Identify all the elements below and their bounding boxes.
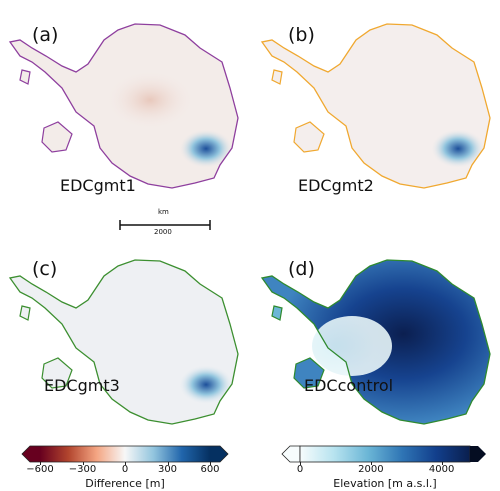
colorbar-elev-extend-low (281, 445, 301, 463)
tick-label: −600 (26, 464, 54, 475)
colorbar-elev-extend-high (470, 446, 486, 462)
colorbar-extend-high (210, 446, 228, 462)
tick-label: 2000 (358, 464, 384, 475)
panel-d: (d) EDCcontrol (252, 236, 500, 446)
run-label-b: EDCgmt2 (298, 176, 374, 195)
tick-label: 600 (200, 464, 220, 475)
panel-letter-c: (c) (32, 258, 58, 280)
panel-c: (c) EDCgmt3 (0, 236, 250, 446)
colorbar-difference-ramp (40, 446, 210, 462)
scale-bar: km 2000 (118, 208, 214, 238)
panel-b: (b) EDCgmt2 (252, 0, 500, 210)
tick-label: −300 (68, 464, 97, 475)
tick-label: 0 (296, 464, 304, 475)
scale-bar-length: 2000 (154, 228, 172, 236)
cold-anomaly-a (10, 24, 238, 188)
ice-shelf-d (312, 316, 392, 376)
panel-a: (a) EDCgmt1 (0, 0, 250, 210)
panel-letter-d: (d) (288, 258, 315, 280)
map-a (9, 23, 239, 189)
tick-label: 0 (121, 464, 129, 475)
run-label-c: EDCgmt3 (44, 376, 120, 395)
colorbar-difference-title: Difference [m] (85, 477, 165, 490)
panel-letter-b: (b) (288, 24, 315, 46)
tick-label: 300 (157, 464, 178, 475)
colorbar-extend-low (22, 446, 40, 462)
colorbar-difference: −600 −300 0 300 600 Difference [m] (20, 444, 250, 491)
colorbar-elevation: 0 2000 4000 Elevation [m a.s.l.] (278, 444, 500, 491)
map-d (261, 259, 491, 425)
cold-anomaly-b (262, 24, 490, 188)
run-label-a: EDCgmt1 (60, 176, 136, 195)
scale-bar-unit: km (158, 208, 169, 216)
colorbar-elevation-ramp (299, 445, 471, 463)
colorbar-elevation-title: Elevation [m a.s.l.] (333, 477, 437, 490)
tick-label: 4000 (428, 464, 455, 475)
cold-anomaly-c (10, 260, 238, 424)
panel-letter-a: (a) (32, 24, 59, 46)
run-label-d: EDCcontrol (304, 376, 394, 395)
